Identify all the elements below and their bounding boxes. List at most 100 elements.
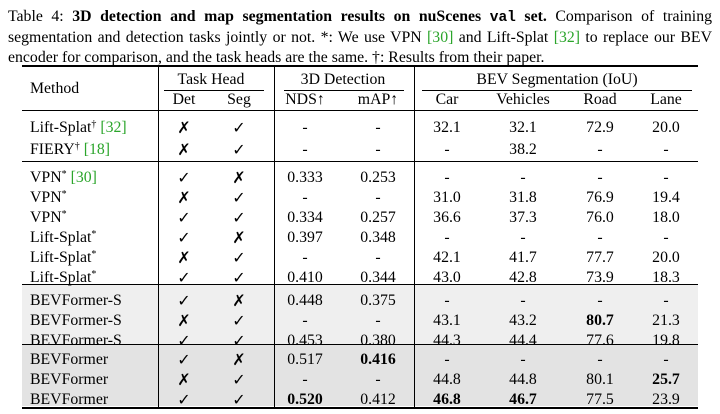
vertical-separator-1 xyxy=(158,66,159,407)
method-cell: BEVFormer xyxy=(30,391,109,408)
method-cell: VPN* [30] xyxy=(30,169,97,186)
det-cell: ✓ xyxy=(177,331,191,350)
map-cell: 0.257 xyxy=(360,209,396,226)
map-cell: 0.344 xyxy=(360,269,396,286)
road-cell: - xyxy=(597,351,603,368)
map-cell: 0.253 xyxy=(360,169,396,186)
road-cell: - xyxy=(597,169,603,186)
car-cell: 42.1 xyxy=(433,249,461,266)
lane-cell: 18.3 xyxy=(652,269,680,286)
lane-cell: - xyxy=(663,229,669,246)
det-cell: ✗ xyxy=(177,140,191,159)
nds-cell: - xyxy=(302,189,308,206)
method-cell: BEVFormer-S xyxy=(30,332,122,349)
veh-cell: 44.8 xyxy=(509,371,537,388)
seg-cell: ✓ xyxy=(232,188,246,207)
nds-cell: 0.334 xyxy=(287,209,323,226)
nds-cell: 0.397 xyxy=(287,229,323,246)
seg-cell: ✓ xyxy=(232,248,246,267)
group-midrule-1 xyxy=(22,161,698,162)
lane-cell: 20.0 xyxy=(652,249,680,266)
header-midrule xyxy=(22,110,698,111)
lane-cell: 19.4 xyxy=(652,189,680,206)
vertical-separator-2 xyxy=(274,66,275,407)
seg-cell: ✗ xyxy=(232,350,246,369)
veh-cell: - xyxy=(520,351,526,368)
header-det: Det xyxy=(172,91,196,108)
road-cell: 73.9 xyxy=(586,269,614,286)
road-cell: 77.5 xyxy=(586,391,614,408)
map-cell: - xyxy=(375,189,381,206)
road-cell: 76.0 xyxy=(586,209,614,226)
veh-cell: 44.4 xyxy=(509,332,537,349)
header-method: Method xyxy=(30,80,80,97)
det-cell: ✓ xyxy=(177,208,191,227)
method-cell: BEVFormer-S xyxy=(30,312,122,329)
table-bottom-rule xyxy=(22,407,698,409)
map-cell: - xyxy=(375,119,381,136)
road-cell: - xyxy=(597,292,603,309)
nds-cell: - xyxy=(302,312,308,329)
vertical-separator-3 xyxy=(414,66,415,407)
bevformer-shading xyxy=(22,345,698,406)
method-cell: FIERY† [18] xyxy=(30,141,111,158)
det-cell: ✓ xyxy=(177,228,191,247)
method-cell: Lift-Splat* xyxy=(30,249,97,266)
bevformer-s-shading xyxy=(22,285,698,344)
map-cell: 0.380 xyxy=(360,332,396,349)
lane-cell: - xyxy=(663,169,669,186)
nds-cell: 0.410 xyxy=(287,269,323,286)
veh-cell: - xyxy=(520,169,526,186)
citation-link[interactable]: [30] xyxy=(70,169,97,186)
map-cell: 0.412 xyxy=(360,391,396,408)
seg-cell: ✓ xyxy=(232,208,246,227)
citation-lift-splat-link[interactable]: [32] xyxy=(553,29,581,46)
seg-cell: ✗ xyxy=(232,168,246,187)
road-cell: - xyxy=(597,141,603,158)
road-cell: 77.7 xyxy=(586,249,614,266)
table-top-rule xyxy=(22,65,698,67)
lane-cell: 25.7 xyxy=(652,371,680,388)
nds-cell: 0.517 xyxy=(287,351,323,368)
header-road: Road xyxy=(583,91,617,108)
detection-cmidrule xyxy=(284,90,404,91)
car-cell: 46.8 xyxy=(433,391,461,408)
map-cell: - xyxy=(375,249,381,266)
nds-cell: 0.453 xyxy=(287,332,323,349)
method-cell: VPN* xyxy=(30,209,67,226)
method-cell: Lift-Splat* xyxy=(30,229,97,246)
car-cell: 43.0 xyxy=(433,269,461,286)
group-midrule-2 xyxy=(22,284,698,285)
road-cell: 72.9 xyxy=(586,119,614,136)
caption-label: Table 4: xyxy=(8,8,64,25)
det-cell: ✓ xyxy=(177,291,191,310)
seg-cell: ✓ xyxy=(232,331,246,350)
group-midrule-3 xyxy=(22,344,698,345)
det-cell: ✗ xyxy=(177,118,191,137)
segmentation-cmidrule xyxy=(422,90,692,91)
seg-cell: ✓ xyxy=(232,370,246,389)
lane-cell: 21.3 xyxy=(652,312,680,329)
header-lane: Lane xyxy=(650,91,682,108)
car-cell: 32.1 xyxy=(433,119,461,136)
det-cell: ✗ xyxy=(177,311,191,330)
veh-cell: 42.8 xyxy=(509,269,537,286)
map-cell: 0.348 xyxy=(360,229,396,246)
citation-vpn-link[interactable]: [30] xyxy=(427,29,454,46)
veh-cell: 31.8 xyxy=(509,189,537,206)
citation-link[interactable]: [18] xyxy=(83,141,111,158)
citation-link[interactable]: [32] xyxy=(100,119,127,136)
caption-title: 3D detection and map segmentation result… xyxy=(72,8,547,26)
lane-cell: - xyxy=(663,292,669,309)
car-cell: 31.0 xyxy=(433,189,461,206)
map-cell: 0.416 xyxy=(360,351,396,368)
road-cell: 80.1 xyxy=(586,371,614,388)
map-cell: - xyxy=(375,141,381,158)
lane-cell: - xyxy=(663,141,669,158)
header-map: mAP↑ xyxy=(357,91,399,108)
veh-cell: 41.7 xyxy=(509,249,537,266)
veh-cell: - xyxy=(520,292,526,309)
det-cell: ✓ xyxy=(177,268,191,287)
det-cell: ✓ xyxy=(177,168,191,187)
